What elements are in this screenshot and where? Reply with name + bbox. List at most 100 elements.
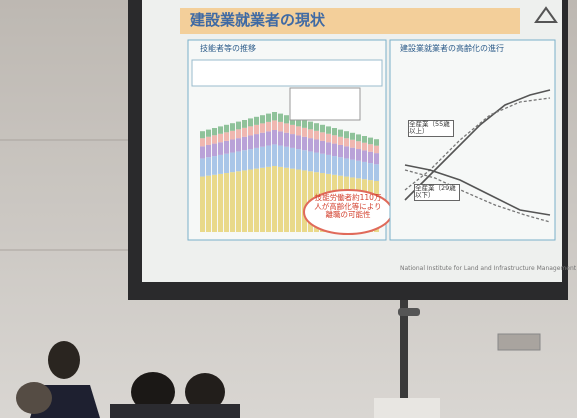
bar-segment: [374, 153, 379, 165]
bar-segment: [350, 132, 355, 140]
bar-segment: [302, 150, 307, 171]
wall-panel: [497, 333, 541, 351]
right-panel-title: 建設業就業者の高齢化の進行: [400, 44, 504, 53]
label-29: 全産業（29歳以下）: [414, 184, 460, 201]
bar-segment: [308, 138, 313, 152]
bar-segment: [344, 146, 349, 159]
bar-segment: [374, 139, 379, 146]
bar-segment: [212, 156, 217, 175]
line-55-industry: [404, 89, 551, 201]
line-29-construction: [404, 169, 551, 223]
bar-segment: [350, 147, 355, 160]
bar-segment: [272, 166, 277, 232]
bar-segment: [332, 143, 337, 157]
bar-segment: [266, 131, 271, 146]
bar-segment: [326, 133, 331, 143]
bar-segment: [212, 128, 217, 136]
bar-segment: [284, 123, 289, 133]
bar-segment: [206, 157, 211, 176]
slide-footer: National Institute for Land and Infrastr…: [400, 265, 577, 272]
bar-segment: [326, 154, 331, 174]
bar-segment: [260, 123, 265, 133]
bar-segment: [248, 149, 253, 170]
bar-segment: [248, 169, 253, 232]
bar-segment: [338, 157, 343, 176]
bar-segment: [320, 132, 325, 141]
bar-segment: [242, 170, 247, 232]
bar-segment: [302, 120, 307, 128]
logo: [534, 6, 558, 23]
bar-segment: [284, 167, 289, 232]
bar-segment: [242, 127, 247, 137]
bar-segment: [218, 142, 223, 155]
bar-segment: [314, 139, 319, 153]
bar-segment: [242, 120, 247, 128]
bar-segment: [254, 168, 259, 232]
bar-segment: [248, 135, 253, 150]
bar-segment: [236, 151, 241, 172]
bar-segment: [302, 170, 307, 232]
slide-title: 建設業就業者の現状: [190, 11, 326, 29]
bar-segment: [356, 149, 361, 161]
podium: [374, 398, 440, 418]
bar-segment: [314, 130, 319, 140]
bar-segment: [272, 112, 277, 121]
bar-segment: [260, 115, 265, 124]
bar-segment: [338, 144, 343, 158]
bar-segment: [254, 147, 259, 169]
bar-segment: [236, 129, 241, 139]
bar-segment: [368, 163, 373, 181]
bar-segment: [284, 146, 289, 168]
bar-segment: [278, 121, 283, 132]
bar-segment: [230, 172, 235, 232]
bar-segment: [320, 124, 325, 133]
bar-segment: [272, 130, 277, 145]
bar-segment: [218, 173, 223, 232]
bar-segment: [296, 118, 301, 127]
bar-segment: [362, 150, 367, 162]
bar-segment: [278, 131, 283, 146]
title-band: [180, 8, 520, 34]
right-panel: [389, 39, 556, 241]
mic-stand: [400, 300, 408, 418]
bar-segment: [302, 127, 307, 137]
bar-segment: [224, 173, 229, 232]
legend-key: [289, 87, 361, 121]
bar-segment: [206, 175, 211, 232]
label-55: 全産業（55歳以上）: [408, 120, 454, 137]
bar-segment: [236, 171, 241, 232]
bar-segment: [242, 136, 247, 151]
bar-segment: [224, 140, 229, 154]
bar-segment: [344, 131, 349, 139]
bar-segment: [236, 121, 241, 130]
bar-segment: [218, 154, 223, 174]
bar-segment: [278, 145, 283, 167]
bar-segment: [356, 134, 361, 142]
bar-segment: [296, 169, 301, 232]
bar-segment: [230, 139, 235, 153]
bar-segment: [368, 137, 373, 145]
bar-segment: [356, 160, 361, 179]
bar-segment: [230, 152, 235, 173]
bar-segment: [320, 153, 325, 174]
bar-segment: [338, 129, 343, 137]
bar-segment: [290, 124, 295, 135]
bar-segment: [332, 156, 337, 175]
bar-segment: [212, 135, 217, 144]
bar-segment: [284, 132, 289, 147]
bar-segment: [374, 164, 379, 181]
bar-segment: [212, 143, 217, 157]
bar-segment: [368, 151, 373, 164]
left-panel-title: 技能者等の推移: [200, 44, 256, 53]
bar-segment: [254, 124, 259, 135]
bar-segment: [362, 136, 367, 143]
audience-shoulders: [110, 404, 240, 418]
bar-segment: [218, 126, 223, 134]
bar-segment: [266, 113, 271, 122]
bar-segment: [338, 136, 343, 145]
bar-segment: [266, 121, 271, 132]
bar-segment: [314, 152, 319, 173]
bar-segment: [290, 147, 295, 169]
person-head: [185, 373, 225, 411]
